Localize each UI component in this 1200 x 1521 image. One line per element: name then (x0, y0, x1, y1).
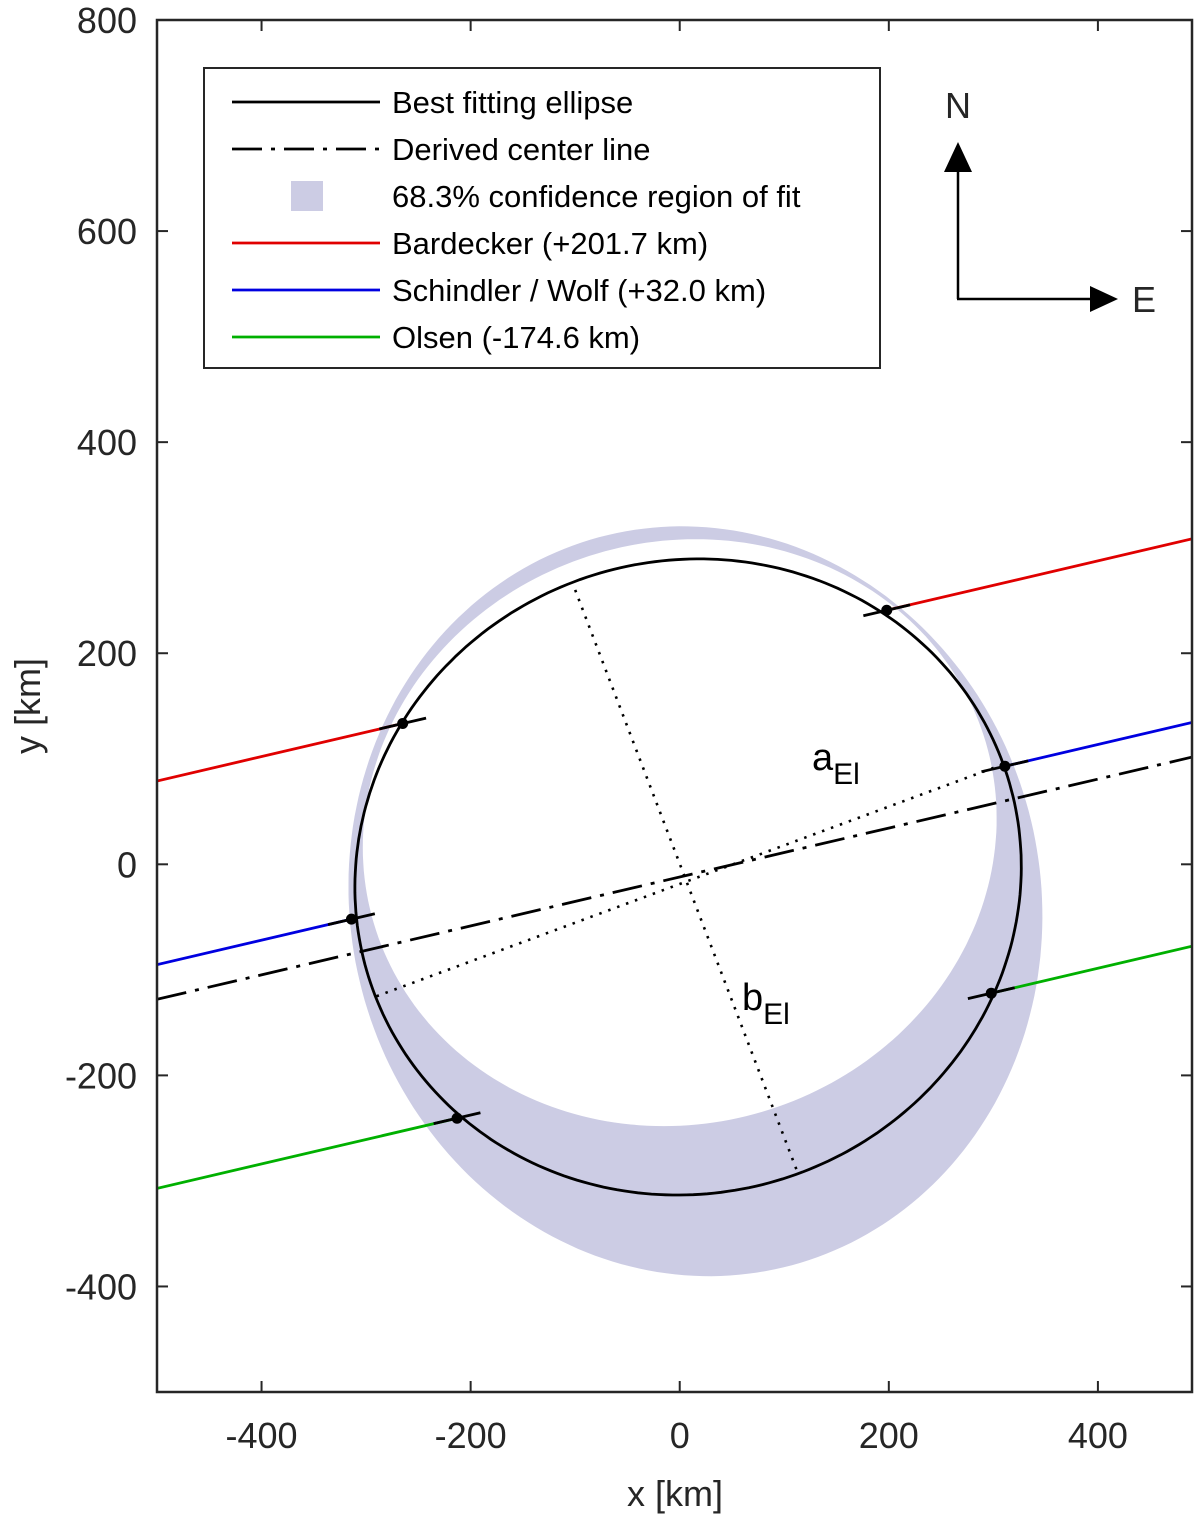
legend-label-0: Best fitting ellipse (392, 85, 633, 120)
legend-label-4: Schindler / Wolf (+32.0 km) (392, 273, 766, 308)
a-el-sub: El (833, 758, 860, 791)
chords (157, 537, 1192, 1190)
legend: Best fitting ellipse Derived center line 6… (203, 67, 881, 369)
compass: N E (944, 85, 1156, 320)
chord-0-contact-point-1 (881, 604, 893, 616)
compass-north-label: N (945, 85, 971, 126)
legend-label-3: Bardecker (+201.7 km) (392, 226, 708, 261)
x-axis-ticks: -400 -200 0 200 400 (226, 20, 1128, 1456)
legend-box (203, 67, 881, 369)
chord-0-before (157, 722, 404, 783)
y-tick-label-3: 200 (77, 633, 137, 674)
a-el-main: a (812, 737, 834, 779)
y-tick-label-6: -400 (65, 1266, 137, 1307)
x-tick-label-0: -400 (226, 1415, 298, 1456)
chord-1-contact-point-0 (345, 913, 357, 925)
confidence-region (348, 526, 1043, 1277)
chord-1-contact-point-1 (999, 760, 1011, 772)
east-arrow-icon (1090, 286, 1118, 312)
legend-swatch-2 (291, 181, 323, 211)
plot-frame (155, 18, 1194, 1394)
legend-label-2: 68.3% confidence region of fit (392, 179, 801, 214)
legend-items: Best fitting ellipse Derived center line 6… (232, 85, 801, 355)
compass-east-label: E (1132, 279, 1156, 320)
x-tick-label-2: 0 (670, 1415, 690, 1456)
b-el-main: b (742, 977, 763, 1019)
y-tick-label-2: 400 (77, 422, 137, 463)
y-axis-label: y [km] (7, 658, 48, 754)
semi-major-axis-line (376, 762, 1005, 998)
y-tick-label-4: 0 (117, 844, 137, 885)
chord-0-contact-point-0 (397, 718, 409, 730)
chord-0-after (886, 537, 1192, 612)
b-el-sub: El (763, 998, 790, 1031)
chord-2-contact-point-0 (451, 1112, 463, 1124)
best-fitting-ellipse (353, 557, 1023, 1197)
y-axis-ticks: 800 600 400 200 0 -200 -400 (65, 0, 1192, 1307)
x-tick-label-1: -200 (435, 1415, 507, 1456)
b-el-annotation: bEl (742, 977, 790, 1031)
north-arrow-icon (944, 142, 972, 172)
x-tick-label-4: 400 (1068, 1415, 1128, 1456)
y-tick-label-0: 800 (77, 0, 137, 41)
y-tick-label-5: -200 (65, 1055, 137, 1096)
a-el-annotation: aEl (812, 737, 860, 791)
legend-label-5: Olsen (-174.6 km) (392, 320, 640, 355)
x-axis-label: x [km] (627, 1473, 723, 1514)
chord-2-before (157, 1116, 458, 1190)
chord-1-before (157, 917, 352, 967)
y-tick-label-1: 600 (77, 211, 137, 252)
chord-1-after (1004, 721, 1192, 768)
plot-area (157, 526, 1192, 1277)
legend-label-1: Derived center line (392, 132, 650, 167)
x-tick-label-3: 200 (859, 1415, 919, 1456)
semi-minor-axis-line (573, 589, 799, 1171)
chord-2-after (990, 944, 1192, 995)
contact-points (345, 604, 1011, 1124)
chord-2-contact-point-1 (985, 987, 997, 999)
derived-center-line (157, 755, 1192, 1001)
